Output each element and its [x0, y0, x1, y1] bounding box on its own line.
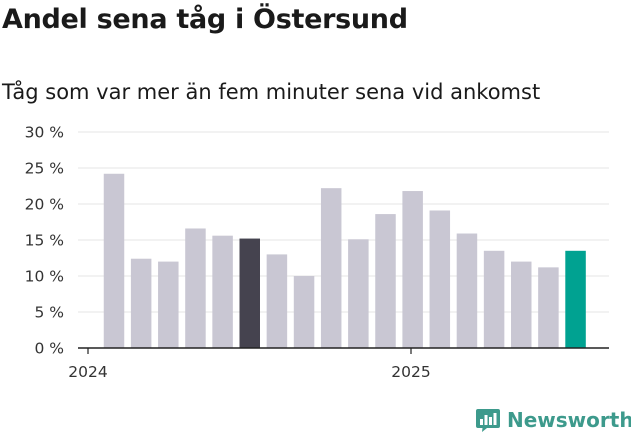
y-tick-label: 25 % — [25, 160, 64, 178]
bar — [565, 250, 586, 348]
y-axis-ticks: 0 % 5 % 10 % 15 % 20 % 25 % 30 % — [25, 124, 64, 358]
y-tick-label: 15 % — [25, 232, 64, 250]
bar — [456, 233, 478, 348]
bar — [348, 239, 369, 348]
bars — [103, 173, 586, 348]
bar — [483, 250, 505, 348]
bar — [429, 210, 451, 348]
bar — [266, 254, 288, 348]
y-tick-label: 0 % — [34, 340, 64, 358]
bar — [320, 188, 342, 348]
x-axis-ticks: 2024 2025 — [68, 348, 431, 381]
bar — [538, 267, 559, 348]
bar — [158, 261, 179, 348]
brand-name: Newsworthy — [507, 408, 631, 432]
bar — [402, 191, 423, 348]
x-tick-label: 2025 — [391, 363, 430, 381]
bar — [103, 173, 125, 348]
chart-title: Andel sena tåg i Östersund — [2, 4, 408, 35]
y-tick-label: 5 % — [34, 304, 64, 322]
bar — [375, 214, 396, 348]
y-tick-label: 30 % — [25, 124, 64, 142]
x-tick-label: 2024 — [68, 363, 107, 381]
bar — [293, 276, 315, 348]
bar — [130, 258, 152, 348]
chart-subtitle: Tåg som var mer än fem minuter sena vid … — [2, 80, 541, 104]
bar — [239, 238, 260, 348]
y-tick-label: 20 % — [25, 196, 64, 214]
bar — [212, 235, 233, 348]
bar-chart-bubble-icon — [476, 409, 500, 432]
y-tick-label: 10 % — [25, 268, 64, 286]
bar — [511, 261, 532, 348]
bar — [185, 228, 206, 348]
newsworthy-logo: Newsworthy — [475, 407, 631, 433]
